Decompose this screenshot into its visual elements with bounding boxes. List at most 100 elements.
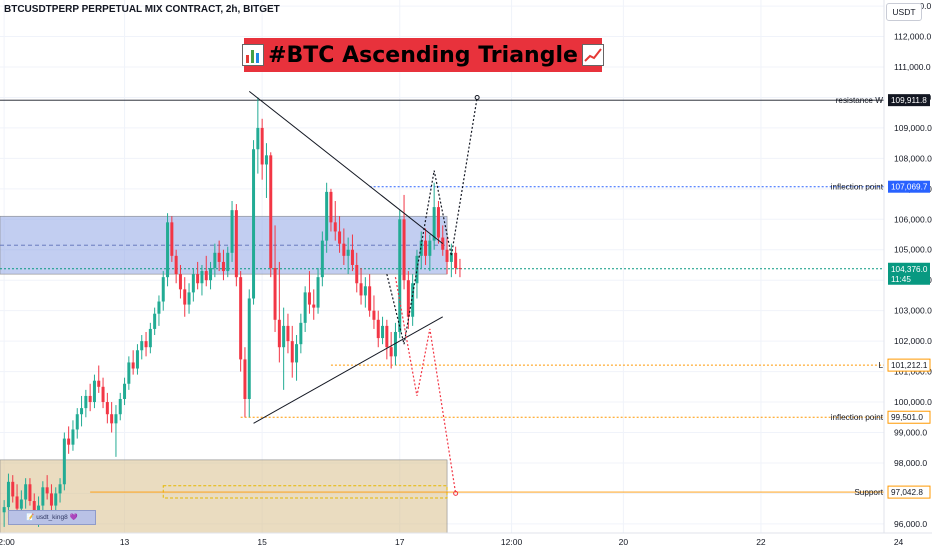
- candle-body: [204, 271, 208, 281]
- candle-body: [376, 319, 380, 339]
- time-tick-label: 20: [619, 537, 629, 547]
- price-tick-label: 106,000.0: [894, 214, 932, 224]
- candle-body: [393, 331, 397, 357]
- candle-body: [80, 408, 84, 415]
- candle-body: [174, 255, 178, 275]
- price-tick-label: 102,000.0: [894, 336, 932, 346]
- author-tag: 📝 usdt_king8 💜: [8, 510, 96, 525]
- price-line-label: L: [878, 361, 883, 370]
- price-line-value: 107,069.7: [891, 183, 928, 192]
- candle-body: [71, 429, 75, 445]
- candle-body: [402, 219, 406, 281]
- candle-body: [161, 277, 165, 302]
- bullish-path: [386, 97, 478, 345]
- price-line-countdown: 11:45: [891, 275, 911, 284]
- candle-body: [307, 292, 311, 305]
- candle-body: [49, 493, 53, 506]
- bearish-path: [394, 277, 457, 494]
- price-line-badge: 101,212.1: [887, 358, 931, 372]
- candle-body: [458, 268, 462, 270]
- candle-body: [19, 499, 23, 509]
- symbol-title: BTCUSDTPERP PERPETUAL MIX CONTRACT, 2h, …: [4, 4, 280, 15]
- price-tick-label: 100,000.0: [894, 397, 932, 407]
- candle-body: [45, 487, 49, 494]
- candle-body: [6, 481, 10, 508]
- candle-body: [217, 252, 221, 262]
- candle-body: [101, 386, 105, 403]
- candle-body: [428, 240, 432, 256]
- time-tick-label: 15: [257, 537, 267, 547]
- descending-resistance: [248, 90, 444, 245]
- candle-body: [127, 362, 131, 384]
- candle-body: [243, 359, 247, 399]
- candle-body: [230, 210, 234, 253]
- candle-body: [114, 414, 118, 424]
- candle-body: [333, 222, 337, 232]
- price-line-badge: 104,376.011:45: [888, 262, 930, 285]
- candle-body: [11, 481, 15, 497]
- candle-body: [135, 350, 139, 369]
- candle-body: [15, 496, 19, 509]
- time-tick-label: 24: [894, 537, 904, 547]
- candle-body: [118, 398, 122, 415]
- price-line-label: resistance W: [836, 96, 884, 105]
- candle-body: [221, 261, 225, 272]
- price-line-value: 104,376.0: [891, 265, 928, 274]
- candle-body: [389, 347, 393, 357]
- candle-body: [303, 292, 307, 323]
- candle-body: [355, 264, 359, 284]
- candle-body: [200, 271, 204, 284]
- candle-body: [28, 484, 32, 502]
- price-tick-label: 96,000.0: [894, 519, 927, 529]
- time-axis-panel: [0, 533, 932, 550]
- banner-text: #BTC Ascending Triangle: [268, 42, 578, 68]
- candle-body: [350, 249, 354, 265]
- candle-body: [432, 207, 436, 241]
- candle-body: [415, 255, 419, 284]
- price-line-badge: 99,501.0: [887, 410, 931, 424]
- candle-body: [406, 280, 410, 317]
- candle-body: [277, 319, 281, 348]
- candle-body: [385, 325, 389, 348]
- candle-body: [325, 191, 329, 241]
- candle-body: [41, 487, 45, 506]
- candle-body: [454, 252, 458, 269]
- candle-body: [131, 362, 135, 369]
- candle-body: [62, 438, 66, 485]
- candle-body: [24, 484, 28, 500]
- bar-chart-icon: [242, 44, 265, 66]
- price-line-value: 109,911.8: [891, 96, 927, 105]
- candle-body: [166, 222, 170, 278]
- candle-body: [54, 493, 58, 506]
- candle-body: [247, 298, 251, 399]
- candle-body: [2, 507, 6, 513]
- candle-body: [299, 322, 303, 345]
- candle-body: [290, 341, 294, 363]
- candle-body: [32, 501, 36, 515]
- candle-body: [264, 155, 268, 165]
- candle-body: [329, 191, 333, 223]
- currency-selector[interactable]: USDT: [886, 3, 922, 21]
- price-tick-label: 108,000.0: [894, 153, 932, 163]
- candle-body: [346, 249, 350, 256]
- candle-body: [148, 328, 152, 348]
- candle-body: [153, 313, 157, 329]
- time-tick-label: 22: [756, 537, 766, 547]
- idea-title-banner: #BTC Ascending Triangle: [242, 38, 604, 72]
- price-tick-label: 105,000.0: [894, 245, 932, 255]
- candle-body: [295, 344, 299, 363]
- candle-body: [273, 268, 277, 320]
- candle-body: [368, 286, 372, 311]
- candle-body: [144, 341, 148, 348]
- candle-body: [252, 149, 256, 299]
- candle-body: [88, 395, 92, 403]
- price-line-label: Support: [854, 488, 883, 497]
- candle-body: [398, 219, 402, 332]
- candle-body: [269, 155, 273, 269]
- candle-body: [411, 283, 415, 317]
- candle-body: [449, 252, 453, 262]
- price-tick-label: 109,000.0: [894, 123, 932, 133]
- time-tick-label: 17: [395, 537, 405, 547]
- price-line-value: 97,042.8: [891, 488, 923, 497]
